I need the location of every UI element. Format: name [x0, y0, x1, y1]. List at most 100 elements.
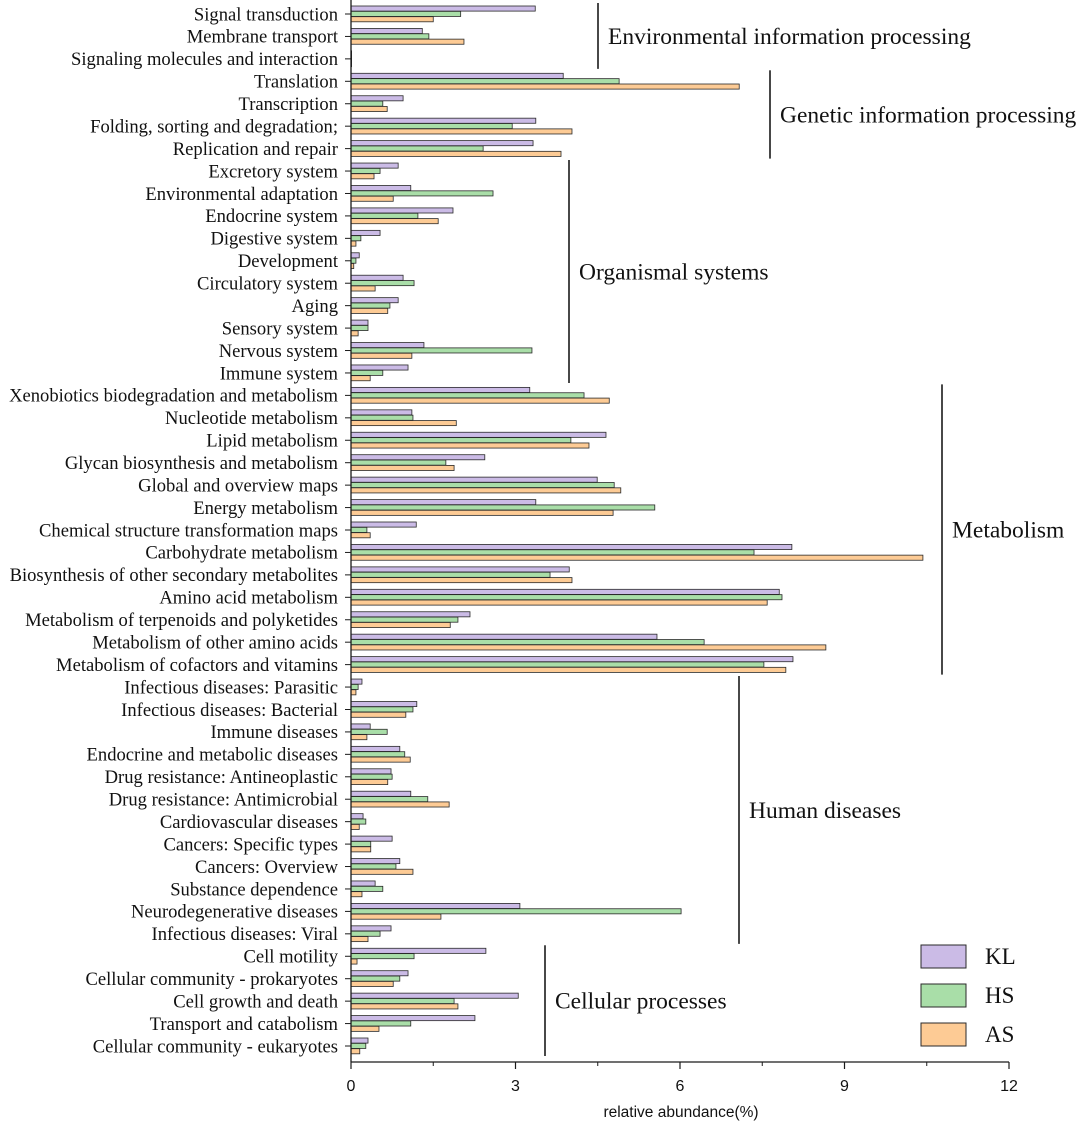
group-label-cellular-processes: Cellular processes: [555, 989, 727, 1015]
bar-as-metabolism-of-other-amino-acids: [350, 644, 827, 651]
bar-kl-transcription: [350, 95, 404, 102]
bar-kl-membrane-transport: [350, 28, 423, 34]
bar-as-metabolism-of-terpenoids-and-polyketides: [350, 622, 451, 628]
bar-hs-xenobiotics-biodegradation-and-metabolism: [350, 392, 585, 399]
group-brackets: Environmental information processing Gene…: [544, 3, 1077, 1057]
category-label-environmental-adaptation: Environmental adaptation: [145, 184, 338, 205]
bar-hs-replication-and-repair: [350, 145, 484, 152]
bar-hs-infectious-diseases-viral: [350, 930, 381, 937]
group-label-environmental-information-processing: Environmental information processing: [608, 24, 971, 50]
bar-kl-metabolism-of-terpenoids-and-polyketides: [350, 611, 471, 618]
category-label-signal-transduction: Signal transduction: [194, 4, 339, 25]
bar-kl-environmental-adaptation: [350, 185, 412, 191]
bar-kl-replication-and-repair: [350, 140, 534, 147]
bar-as-energy-metabolism: [350, 509, 614, 516]
category-label-biosynthesis-of-other-secondary-metabolites: Biosynthesis of other secondary metaboli…: [10, 565, 338, 586]
bar-hs-neurodegenerative-diseases: [350, 908, 682, 915]
bar-as-cell-growth-and-death: [350, 1003, 459, 1010]
bar-kl-development: [350, 252, 360, 259]
category-label-infectious-diseases-bacterial: Infectious diseases: Bacterial: [121, 700, 338, 721]
bar-kl-immune-system: [350, 364, 409, 371]
x-tick-label-12: 12: [1000, 1078, 1018, 1095]
bar-as-metabolism-of-cofactors-and-vitamins: [350, 666, 787, 673]
bar-as-translation: [350, 83, 740, 90]
bar-as-immune-diseases: [350, 734, 368, 741]
bar-hs-drug-resistance-antineoplastic: [350, 773, 393, 780]
bar-kl-biosynthesis-of-other-secondary-metabolites: [350, 566, 570, 573]
bar-hs-cardiovascular-diseases: [350, 818, 367, 825]
bar-kl-carbohydrate-metabolism: [350, 544, 793, 550]
category-label-global-and-overview-maps: Global and overview maps: [138, 475, 338, 496]
bar-as-cell-motility: [350, 958, 358, 965]
category-label-cancers-overview: Cancers: Overview: [195, 857, 339, 878]
bar-kl-cellular-community-eukaryotes: [350, 1037, 369, 1044]
bar-as-membrane-transport: [350, 38, 465, 45]
category-label-neurodegenerative-diseases: Neurodegenerative diseases: [131, 902, 338, 923]
category-label-replication-and-repair: Replication and repair: [173, 139, 339, 160]
category-label-immune-diseases: Immune diseases: [210, 722, 338, 743]
bar-hs-membrane-transport: [350, 33, 430, 40]
category-label-translation: Translation: [254, 72, 339, 93]
bar-as-neurodegenerative-diseases: [350, 913, 442, 920]
bar-hs-digestive-system: [350, 235, 362, 242]
bar-hs-substance-dependence: [350, 885, 384, 892]
bar-as-cellular-community-eukaryotes: [350, 1048, 361, 1055]
bar-hs-sensory-system: [350, 325, 369, 331]
bar-hs-environmental-adaptation: [350, 190, 494, 197]
bar-hs-metabolism-of-cofactors-and-vitamins: [350, 661, 765, 668]
bar-hs-metabolism-of-other-amino-acids: [350, 639, 705, 646]
bar-kl-folding-sorting-and-degradation: [350, 117, 537, 124]
category-label-lipid-metabolism: Lipid metabolism: [206, 431, 338, 452]
category-label-cell-motility: Cell motility: [243, 947, 338, 968]
bar-kl-aging: [350, 297, 399, 304]
bar-hs-cell-motility: [350, 953, 415, 960]
bar-kl-endocrine-and-metabolic-diseases: [350, 745, 401, 752]
legend-label-hs: HS: [985, 983, 1014, 1008]
bar-as-substance-dependence: [350, 891, 363, 898]
bar-hs-energy-metabolism: [350, 504, 656, 511]
category-label-xenobiotics-biodegradation-and-metabolism: Xenobiotics biodegradation and metabolis…: [9, 386, 338, 407]
bar-as-aging: [350, 307, 389, 314]
bar-hs-endocrine-and-metabolic-diseases: [350, 751, 406, 758]
category-label-amino-acid-metabolism: Amino acid metabolism: [159, 588, 338, 609]
group-label-organismal-systems: Organismal systems: [579, 260, 769, 286]
category-label-excretory-system: Excretory system: [208, 161, 338, 182]
category-label-cancers-specific-types: Cancers: Specific types: [163, 834, 338, 855]
category-label-transport-and-catabolism: Transport and catabolism: [150, 1014, 339, 1035]
bar-hs-circulatory-system: [350, 280, 415, 287]
bar-as-environmental-adaptation: [350, 195, 394, 202]
bar-kl-signal-transduction: [350, 5, 536, 12]
bar-as-folding-sorting-and-degradation: [350, 128, 573, 135]
category-label-infectious-diseases-viral: Infectious diseases: Viral: [152, 924, 339, 945]
bar-kl-chemical-structure-transformation-maps: [350, 521, 417, 528]
bar-as-biosynthesis-of-other-secondary-metabolites: [350, 577, 573, 584]
bar-as-cancers-specific-types: [350, 846, 372, 853]
bar-kl-metabolism-of-cofactors-and-vitamins: [350, 656, 794, 663]
bar-kl-cancers-overview: [350, 858, 401, 865]
bar-hs-chemical-structure-transformation-maps: [350, 526, 368, 533]
bar-kl-global-and-overview-maps: [350, 476, 598, 483]
bar-hs-carbohydrate-metabolism: [350, 549, 755, 556]
bar-as-transcription: [350, 106, 388, 112]
bar-kl-cell-growth-and-death: [350, 992, 519, 999]
category-label-carbohydrate-metabolism: Carbohydrate metabolism: [145, 543, 338, 564]
bar-as-infectious-diseases-bacterial: [350, 711, 407, 718]
category-label-energy-metabolism: Energy metabolism: [193, 498, 338, 519]
bar-as-chemical-structure-transformation-maps: [350, 532, 371, 539]
bar-kl-cell-motility: [350, 947, 487, 954]
bar-hs-lipid-metabolism: [350, 437, 572, 444]
bar-as-transport-and-catabolism: [350, 1025, 380, 1032]
x-tick-label-0: 0: [347, 1078, 356, 1095]
bar-as-global-and-overview-maps: [350, 487, 622, 494]
category-label-metabolism-of-terpenoids-and-polyketides: Metabolism of terpenoids and polyketides: [25, 610, 338, 631]
bar-hs-cell-growth-and-death: [350, 998, 455, 1004]
bar-kl-transport-and-catabolism: [350, 1015, 476, 1022]
legend-swatch-kl: [920, 944, 967, 969]
group-label-metabolism: Metabolism: [952, 518, 1064, 544]
bar-as-amino-acid-metabolism: [350, 599, 768, 606]
group-label-genetic-information-processing: Genetic information processing: [780, 102, 1077, 128]
bar-hs-immune-system: [350, 369, 384, 376]
x-tick-label-3: 3: [511, 1078, 520, 1095]
category-label-sensory-system: Sensory system: [222, 318, 339, 339]
